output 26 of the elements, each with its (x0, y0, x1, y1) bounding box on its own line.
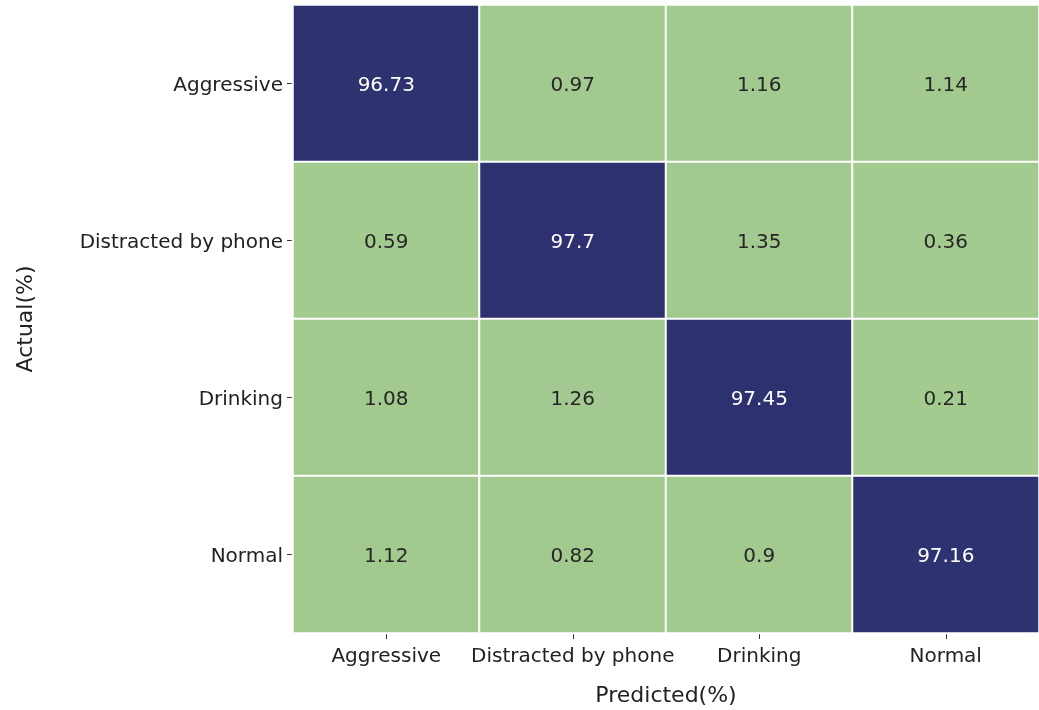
y-tick-label: Drinking (198, 385, 283, 410)
data-label: 0.21 (923, 385, 969, 410)
data-label: 1.12 (363, 542, 409, 567)
data-label: 96.73 (357, 71, 415, 96)
x-tick-label: Aggressive (331, 643, 442, 667)
y-tick-label: Aggressive (173, 71, 283, 96)
data-label: 97.45 (730, 385, 788, 410)
x-tick-label: Distracted by phone (471, 643, 675, 667)
data-label: 1.35 (736, 228, 782, 253)
data-label: 97.16 (917, 542, 975, 567)
y-axis-title: Actual(%) (11, 265, 37, 373)
data-label: 0.9 (743, 542, 776, 567)
x-axis-title: Predicted(%) (595, 681, 737, 707)
y-tick-label: Normal (210, 542, 283, 567)
data-label: 0.82 (550, 542, 596, 567)
data-label: 1.14 (923, 71, 969, 96)
x-tick-label: Normal (909, 643, 982, 667)
data-label: 1.08 (363, 385, 409, 410)
data-label: 0.36 (923, 228, 969, 253)
data-label: 1.16 (736, 71, 782, 96)
data-label: 1.26 (550, 385, 596, 410)
data-label: 0.97 (550, 71, 596, 96)
y-tick-label: Distracted by phone (79, 228, 283, 253)
data-label: 0.59 (363, 228, 409, 253)
data-label: 97.7 (550, 228, 596, 253)
x-tick-label: Drinking (717, 643, 802, 667)
